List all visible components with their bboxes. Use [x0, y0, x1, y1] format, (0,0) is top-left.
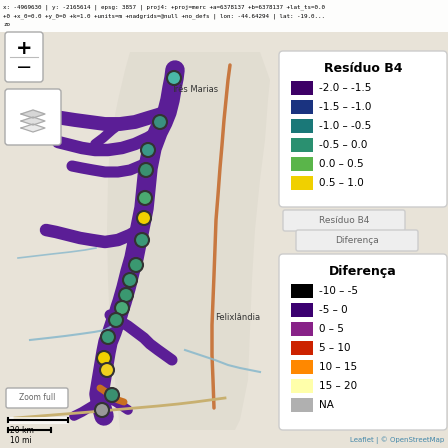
Bar	[291, 81, 313, 95]
Bar	[291, 341, 313, 355]
Circle shape	[119, 288, 133, 302]
Text: zo: zo	[3, 22, 10, 27]
Text: 10 – 15: 10 – 15	[319, 362, 357, 372]
Text: 15 – 20: 15 – 20	[319, 381, 357, 391]
Circle shape	[153, 115, 167, 129]
Text: Leaflet | © OpenStreetMap: Leaflet | © OpenStreetMap	[350, 436, 444, 444]
Bar	[291, 322, 313, 336]
Circle shape	[105, 388, 119, 402]
Circle shape	[97, 351, 111, 365]
FancyBboxPatch shape	[5, 89, 61, 145]
Bar	[8, 417, 68, 424]
Text: 0 – 5: 0 – 5	[319, 324, 344, 334]
Bar	[291, 176, 313, 190]
Circle shape	[138, 191, 152, 205]
Circle shape	[115, 301, 129, 315]
Text: −: −	[16, 59, 32, 78]
Polygon shape	[21, 117, 45, 125]
Bar	[291, 100, 313, 114]
FancyBboxPatch shape	[283, 210, 405, 231]
Bar	[291, 284, 313, 298]
Circle shape	[167, 71, 181, 85]
Polygon shape	[21, 110, 45, 118]
Circle shape	[139, 163, 153, 177]
Text: -5 – 0: -5 – 0	[319, 305, 348, 315]
Bar	[291, 379, 313, 393]
Circle shape	[95, 403, 109, 417]
Circle shape	[137, 211, 151, 225]
Bar	[291, 360, 313, 374]
Text: Zoom full: Zoom full	[19, 393, 55, 402]
Text: 20 km: 20 km	[10, 426, 34, 435]
Polygon shape	[21, 124, 45, 132]
Text: 0.5 – 1.0: 0.5 – 1.0	[319, 178, 364, 188]
Circle shape	[141, 143, 155, 157]
Text: 0.0 – 0.5: 0.0 – 0.5	[319, 159, 364, 169]
Text: Resíduo B4: Resíduo B4	[319, 216, 369, 225]
Text: -10 – -5: -10 – -5	[319, 286, 358, 296]
Text: +0 +x_0=0.0 +y_0=0 +k=1.0 +units=m +nadgrids=@null +no_defs | lon: -44.64294 | l: +0 +x_0=0.0 +y_0=0 +k=1.0 +units=m +nadg…	[3, 13, 325, 19]
Circle shape	[101, 330, 115, 344]
FancyBboxPatch shape	[296, 230, 418, 251]
Text: x: -4969630 | y: -2165614 | epsg: 3857 | proj4: +proj=merc +a=6378137 +b=6378137: x: -4969630 | y: -2165614 | epsg: 3857 |…	[3, 4, 325, 10]
Bar	[291, 119, 313, 133]
FancyBboxPatch shape	[6, 388, 68, 408]
Bar	[0, 0, 448, 32]
Circle shape	[109, 313, 123, 327]
Bar	[291, 398, 313, 412]
Text: Diferença: Diferença	[335, 236, 379, 245]
Circle shape	[100, 363, 114, 377]
Text: Resíduo B4: Resíduo B4	[324, 61, 402, 74]
FancyBboxPatch shape	[279, 51, 447, 207]
Text: -2.0 – -1.5: -2.0 – -1.5	[319, 83, 371, 93]
Text: -1.0 – -0.5: -1.0 – -0.5	[319, 121, 371, 131]
Text: 10 mi: 10 mi	[10, 436, 32, 445]
Text: -0.5 – 0.0: -0.5 – 0.0	[319, 140, 367, 150]
Text: -1.5 – -1.0: -1.5 – -1.0	[319, 102, 371, 112]
Circle shape	[135, 233, 149, 247]
Circle shape	[123, 273, 137, 287]
Circle shape	[129, 258, 143, 272]
Text: Felixlândia: Felixlândia	[215, 314, 261, 323]
Text: Três Marias: Três Marias	[172, 86, 219, 95]
FancyBboxPatch shape	[279, 254, 447, 430]
Bar	[291, 157, 313, 171]
Text: Diferença: Diferença	[329, 264, 397, 277]
Bar	[291, 138, 313, 152]
Polygon shape	[107, 52, 270, 430]
FancyBboxPatch shape	[5, 32, 43, 82]
Text: +: +	[16, 39, 32, 57]
Bar	[291, 303, 313, 317]
Text: NA: NA	[319, 400, 334, 410]
Text: 5 – 10: 5 – 10	[319, 343, 350, 353]
